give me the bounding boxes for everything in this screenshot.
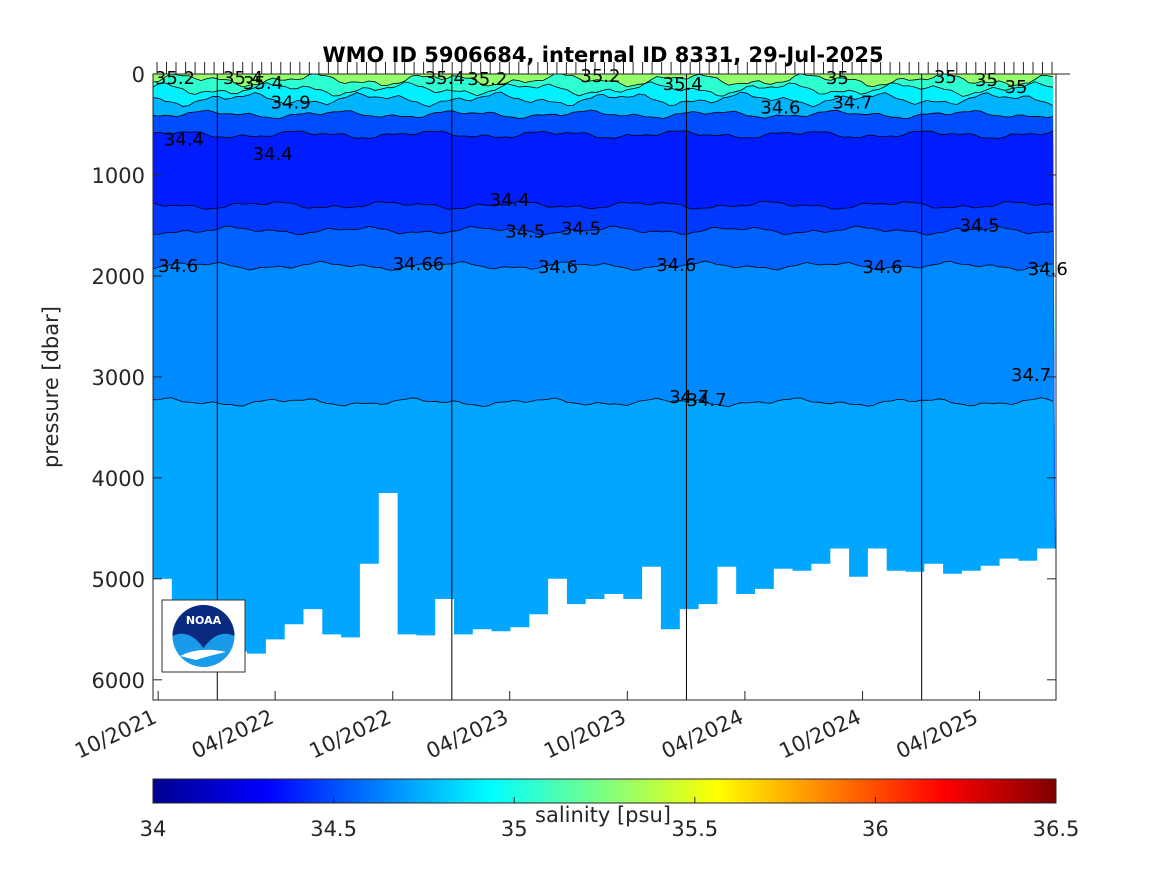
contour-label: 34.7 — [686, 390, 726, 411]
y-tick-label: 4000 — [92, 467, 145, 491]
contour-label: 34.5 — [561, 218, 601, 239]
contour-label: 34.5 — [960, 215, 1000, 236]
contour-label: 34.6 — [158, 256, 198, 277]
contour-label: 34.66 — [393, 254, 445, 275]
colorbar-label: salinity [psu] — [535, 803, 671, 827]
contour-label: 34.4 — [253, 144, 293, 165]
colorbar-tick-label: 34.5 — [310, 817, 357, 841]
contour-label: 35 — [934, 67, 957, 88]
colorbar-tick-label: 34 — [140, 817, 167, 841]
contour-label: 34.6 — [1028, 259, 1068, 280]
x-tick-label: 10/2023 — [540, 705, 629, 764]
contour-label: 34.6 — [656, 255, 696, 276]
contour-label: 35.2 — [155, 68, 195, 89]
isohaline-line — [153, 74, 1054, 88]
y-tick-label: 2000 — [92, 265, 145, 289]
seafloor-mask — [153, 493, 1056, 700]
contour-label: 34.5 — [505, 222, 545, 243]
contour-label: 34.6 — [538, 257, 578, 278]
isohaline-line — [153, 260, 1054, 271]
y-tick-label: 3000 — [92, 366, 145, 390]
x-tick-label: 10/2024 — [775, 705, 864, 764]
y-tick-label: 6000 — [92, 669, 145, 693]
x-tick-label: 10/2022 — [306, 705, 395, 764]
colorbar-tick-label: 36 — [862, 817, 889, 841]
contour-label: 34.9 — [271, 92, 311, 113]
contour-label: 35.4 — [425, 68, 465, 89]
y-tick-label: 0 — [132, 63, 145, 87]
x-tick-label: 04/2022 — [188, 705, 277, 764]
plot-area — [153, 74, 1056, 700]
contour-label: 34.4 — [490, 190, 530, 211]
x-tick-label: 04/2023 — [423, 705, 512, 764]
contour-label: 35.2 — [580, 66, 620, 87]
isohaline-line — [153, 397, 1054, 408]
contour-label: 35.2 — [467, 69, 507, 90]
y-tick-label: 5000 — [92, 568, 145, 592]
contour-label: 35.4 — [663, 74, 703, 95]
colorbar-gradient — [152, 778, 1057, 804]
contour-label: 34.7 — [832, 92, 872, 113]
isohaline-line — [153, 81, 1054, 97]
colorbar-tick-label: 36.5 — [1033, 817, 1080, 841]
contour-label: 34.4 — [164, 130, 204, 151]
y-tick-label: 1000 — [92, 164, 145, 188]
contour-label: 35.4 — [243, 73, 283, 94]
noaa-logo: NOAA — [161, 599, 246, 673]
x-tick-label: 10/2021 — [71, 705, 160, 764]
isohaline-line — [153, 130, 1054, 139]
x-tick-label: 04/2024 — [658, 705, 747, 764]
contour-label: 35 — [975, 70, 998, 91]
contour-label: 35 — [1005, 77, 1028, 98]
isohaline-line — [153, 200, 1054, 210]
contour-label: 34.6 — [863, 257, 903, 278]
chart-title: WMO ID 5906684, internal ID 8331, 29-Jul… — [322, 43, 883, 67]
noaa-logo-text: NOAA — [186, 614, 222, 627]
contour-label: 34.6 — [760, 97, 800, 118]
isohaline-line — [153, 225, 1054, 236]
y-axis-label: pressure [dbar] — [39, 306, 63, 468]
isohaline-line — [153, 91, 1054, 108]
contour-label: 35 — [826, 68, 849, 89]
x-tick-label: 04/2025 — [892, 705, 981, 764]
colorbar: 34 34.5 35 35.5 36 36.5 salinity [psu] — [140, 778, 1080, 841]
colorbar-tick-label: 35 — [501, 817, 528, 841]
contour-label: 34.7 — [669, 387, 709, 408]
colorbar-tick-label: 35.5 — [671, 817, 718, 841]
contour-label: 34.7 — [1011, 365, 1051, 386]
isohaline-line — [153, 109, 1054, 120]
